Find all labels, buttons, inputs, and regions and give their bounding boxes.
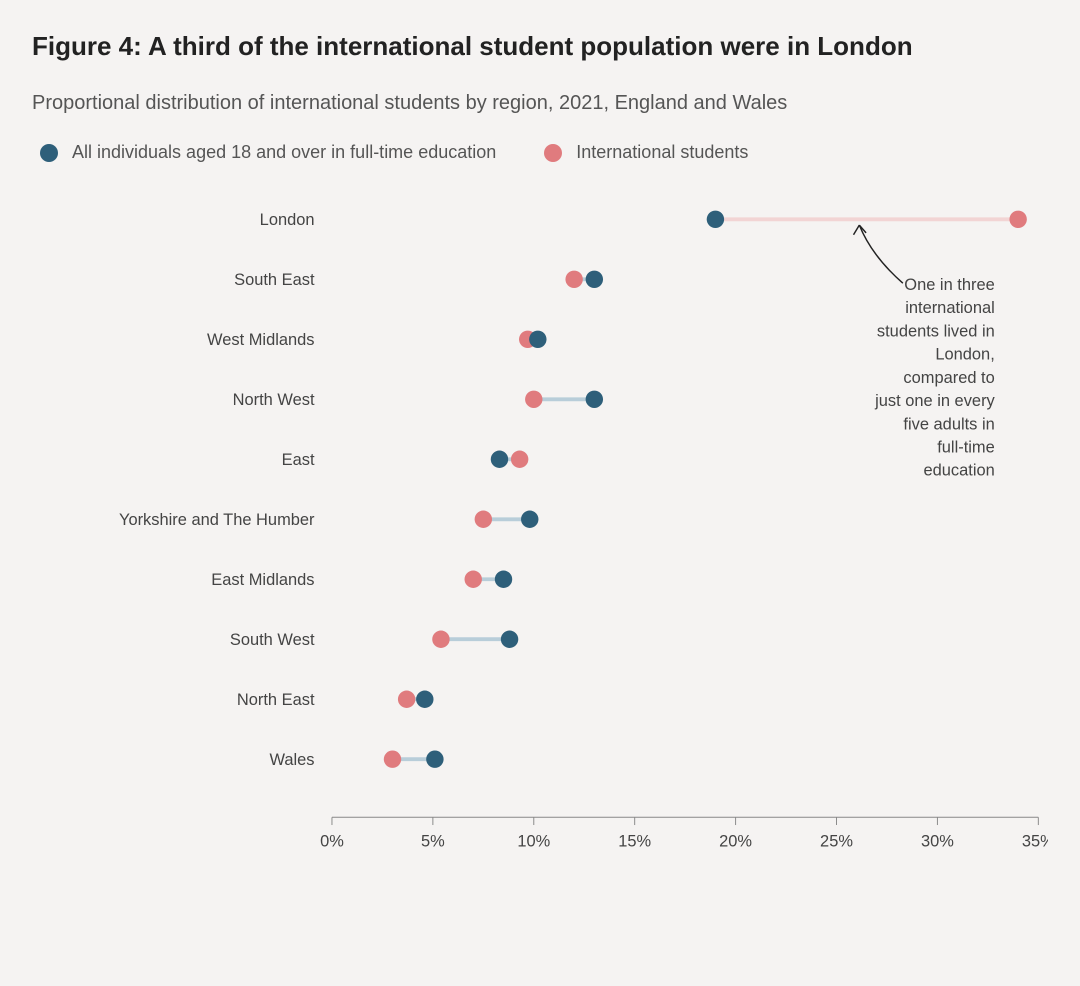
- annotation-text: students lived in: [877, 323, 995, 341]
- x-tick-label: 15%: [618, 833, 651, 851]
- category-label: Wales: [269, 751, 314, 769]
- legend: All individuals aged 18 and over in full…: [40, 142, 1048, 163]
- annotation-text: international: [905, 300, 995, 318]
- dot-all: [586, 271, 603, 288]
- dot-all: [416, 691, 433, 708]
- dot-intl: [525, 391, 542, 408]
- figure-subtitle: Proportional distribution of internation…: [32, 88, 1048, 118]
- x-tick-label: 5%: [421, 833, 445, 851]
- legend-label-intl: International students: [576, 142, 748, 163]
- annotation-text: full-time: [937, 439, 995, 457]
- x-tick-label: 30%: [921, 833, 954, 851]
- dot-all: [586, 391, 603, 408]
- legend-item-intl: International students: [544, 142, 748, 163]
- x-tick-label: 35%: [1022, 833, 1048, 851]
- category-label: East: [282, 451, 315, 469]
- dot-intl: [475, 511, 492, 528]
- category-label: Yorkshire and The Humber: [119, 511, 315, 529]
- annotation-text: just one in every: [874, 392, 995, 410]
- legend-item-all: All individuals aged 18 and over in full…: [40, 142, 496, 163]
- dot-intl: [398, 691, 415, 708]
- dot-intl: [465, 571, 482, 588]
- category-label: London: [260, 211, 315, 229]
- x-tick-label: 0%: [320, 833, 344, 851]
- annotation-text: compared to: [903, 369, 994, 387]
- dot-all: [501, 631, 518, 648]
- dot-all: [495, 571, 512, 588]
- dot-intl: [432, 631, 449, 648]
- chart: 0% 5% 10% 15% 20% 25% 30% 35% London South East We…: [32, 187, 1048, 867]
- annotation-arrow: [859, 225, 903, 283]
- category-label: West Midlands: [207, 331, 315, 349]
- dot-intl: [384, 751, 401, 768]
- category-label: East Midlands: [211, 571, 314, 589]
- category-label: South East: [234, 271, 315, 289]
- category-label: North East: [237, 691, 315, 709]
- x-tick-label: 20%: [719, 833, 752, 851]
- dot-intl: [1009, 211, 1026, 228]
- x-tick-label: 10%: [517, 833, 550, 851]
- annotation-text: One in three: [904, 276, 994, 294]
- dot-intl: [511, 451, 528, 468]
- legend-dot-all-icon: [40, 144, 58, 162]
- dot-all: [707, 211, 724, 228]
- legend-dot-intl-icon: [544, 144, 562, 162]
- dot-all: [521, 511, 538, 528]
- annotation-text: five adults in: [903, 416, 994, 434]
- dot-intl: [565, 271, 582, 288]
- dot-all: [491, 451, 508, 468]
- legend-label-all: All individuals aged 18 and over in full…: [72, 142, 496, 163]
- annotation-arrowhead-icon: [854, 225, 867, 235]
- figure-title: Figure 4: A third of the international s…: [32, 28, 1048, 64]
- annotation-text: London,: [935, 346, 994, 364]
- chart-svg: 0% 5% 10% 15% 20% 25% 30% 35% London South East We…: [32, 187, 1048, 867]
- dot-all: [529, 331, 546, 348]
- x-tick-label: 25%: [820, 833, 853, 851]
- dot-all: [426, 751, 443, 768]
- category-label: North West: [233, 391, 315, 409]
- annotation-text: education: [923, 462, 994, 480]
- category-label: South West: [230, 631, 315, 649]
